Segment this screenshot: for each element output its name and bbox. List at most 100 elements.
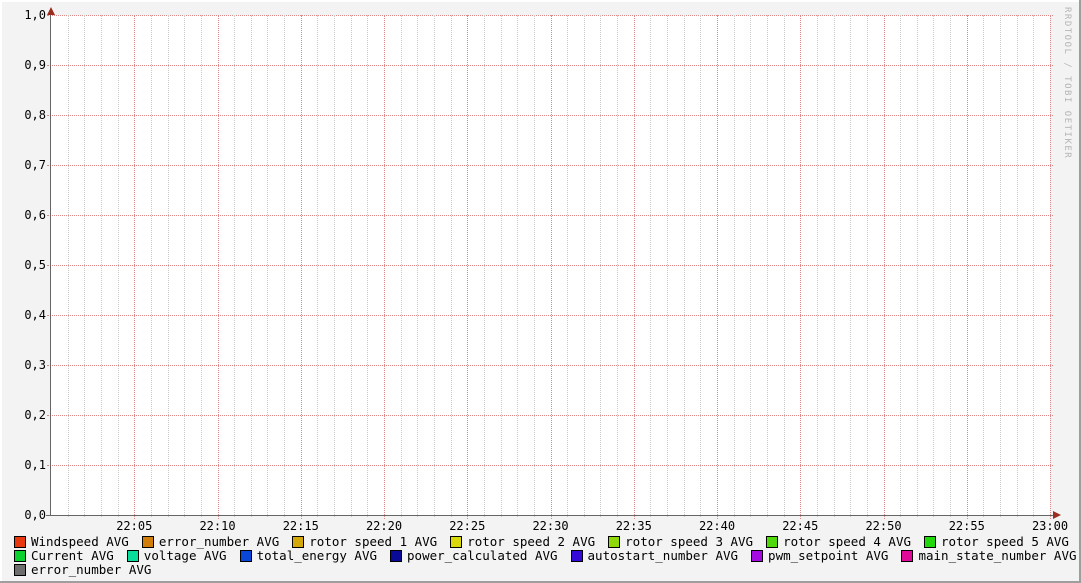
x-minor-gridline <box>267 15 269 517</box>
y-tick-label: 0,6 <box>24 208 46 222</box>
x-minor-gridline <box>833 15 835 517</box>
x-tick-label: 22:30 <box>532 519 569 533</box>
legend-row: error_number AVG <box>14 563 1077 577</box>
legend-label: pwm_setpoint AVG <box>768 548 889 563</box>
x-minor-gridline <box>167 15 169 517</box>
x-minor-gridline <box>950 15 952 517</box>
x-major-gridline <box>300 15 302 519</box>
y-major-gridline <box>47 65 1053 66</box>
legend-color-swatch-icon <box>450 536 463 548</box>
legend-label: rotor speed 3 AVG <box>625 534 754 549</box>
x-minor-gridline <box>683 15 685 517</box>
legend-color-swatch-icon <box>901 550 914 562</box>
legend-color-swatch-icon <box>390 550 403 562</box>
legend-item: rotor speed 2 AVG <box>450 535 595 549</box>
legend-color-swatch-icon <box>141 536 154 548</box>
x-tick-label: 22:10 <box>199 519 236 533</box>
x-minor-gridline <box>517 15 519 517</box>
x-tick-label: 22:45 <box>782 519 819 533</box>
y-major-gridline <box>47 265 1053 266</box>
x-minor-gridline <box>816 15 818 517</box>
x-minor-gridline <box>900 15 902 517</box>
y-tick-label: 0,8 <box>24 108 46 122</box>
legend-item: autostart_number AVG <box>570 548 739 563</box>
x-minor-gridline <box>400 15 402 517</box>
legend-color-swatch-icon <box>924 536 937 548</box>
legend-item: pwm_setpoint AVG <box>751 549 888 563</box>
y-major-gridline <box>47 365 1053 366</box>
y-major-gridline <box>47 465 1053 466</box>
x-minor-gridline <box>583 15 585 517</box>
y-tick-label: 0,1 <box>24 458 46 472</box>
x-minor-gridline <box>567 15 569 517</box>
legend-item: Windspeed AVG <box>14 535 129 549</box>
x-minor-gridline <box>500 15 502 517</box>
x-major-gridline <box>467 15 469 519</box>
x-minor-gridline <box>417 15 419 517</box>
legend-item: power_calculated AVG <box>390 549 558 563</box>
legend-color-swatch-icon <box>570 550 583 562</box>
x-minor-gridline <box>317 15 319 517</box>
x-minor-gridline <box>733 15 735 517</box>
x-minor-gridline <box>184 15 186 517</box>
legend-item: error_number AVG <box>14 563 151 577</box>
legend-label: Windspeed AVG <box>31 534 129 549</box>
y-tick-label: 0,3 <box>24 358 46 372</box>
legend-item: voltage AVG <box>126 548 227 563</box>
y-major-gridline <box>47 15 1053 16</box>
x-tick-label: 22:25 <box>449 519 486 533</box>
x-minor-gridline <box>617 15 619 517</box>
x-tick-label: 22:20 <box>365 519 403 533</box>
legend-color-swatch-icon <box>292 536 305 548</box>
x-tick-label: 22:50 <box>865 519 902 533</box>
legend-row: Windspeed AVG error_number AVG rotor speed… <box>14 535 1077 549</box>
x-minor-gridline <box>650 15 652 517</box>
x-tick-label: 22:55 <box>948 519 985 533</box>
legend-label: voltage AVG <box>143 548 227 563</box>
legend-label: rotor speed 2 AVG <box>467 534 596 549</box>
x-minor-gridline <box>67 15 69 517</box>
x-minor-gridline <box>350 15 352 517</box>
legend-color-swatch-icon <box>126 550 139 562</box>
legend-label: power_calculated AVG <box>407 548 558 563</box>
x-tick-label: 22:40 <box>698 519 736 533</box>
x-minor-gridline <box>700 15 702 517</box>
x-minor-gridline <box>117 15 119 517</box>
legend-item: rotor speed 3 AVG <box>608 535 753 549</box>
x-minor-gridline <box>667 15 669 517</box>
y-tick-label: 0,5 <box>24 258 46 272</box>
x-minor-gridline <box>866 15 868 517</box>
x-minor-gridline <box>483 15 485 517</box>
x-major-gridline <box>217 15 219 519</box>
x-minor-gridline <box>983 15 985 517</box>
x-minor-gridline <box>1000 15 1002 517</box>
legend-color-swatch-icon <box>608 536 621 548</box>
legend-color-swatch-icon <box>14 536 26 548</box>
legend-label: error_number AVG <box>31 562 152 577</box>
y-major-gridline <box>47 215 1053 216</box>
y-major-gridline <box>47 165 1053 166</box>
x-tick-label: 22:15 <box>282 519 319 533</box>
y-axis-line <box>50 9 51 516</box>
x-minor-gridline <box>450 15 452 517</box>
legend: Windspeed AVG error_number AVG rotor speed… <box>14 535 1077 577</box>
y-major-gridline <box>47 415 1053 416</box>
x-minor-gridline <box>367 15 369 517</box>
legend-label: autostart_number AVG <box>587 548 739 563</box>
y-tick-label: 0,2 <box>24 408 46 422</box>
x-minor-gridline <box>250 15 252 517</box>
y-tick-label: 1,0 <box>24 8 46 22</box>
x-minor-gridline <box>750 15 752 517</box>
x-minor-gridline <box>334 15 336 517</box>
x-minor-gridline <box>1016 15 1018 517</box>
legend-color-swatch-icon <box>14 564 26 576</box>
legend-color-swatch-icon <box>766 536 779 548</box>
x-tick-label: 22:35 <box>615 519 652 533</box>
legend-item: rotor speed 5 AVG <box>924 535 1069 549</box>
legend-item: Current AVG <box>14 549 114 563</box>
y-major-gridline <box>47 115 1053 116</box>
y-tick-label: 0,7 <box>24 158 46 172</box>
y-axis-arrow-icon <box>47 7 55 15</box>
x-major-gridline <box>550 15 552 519</box>
